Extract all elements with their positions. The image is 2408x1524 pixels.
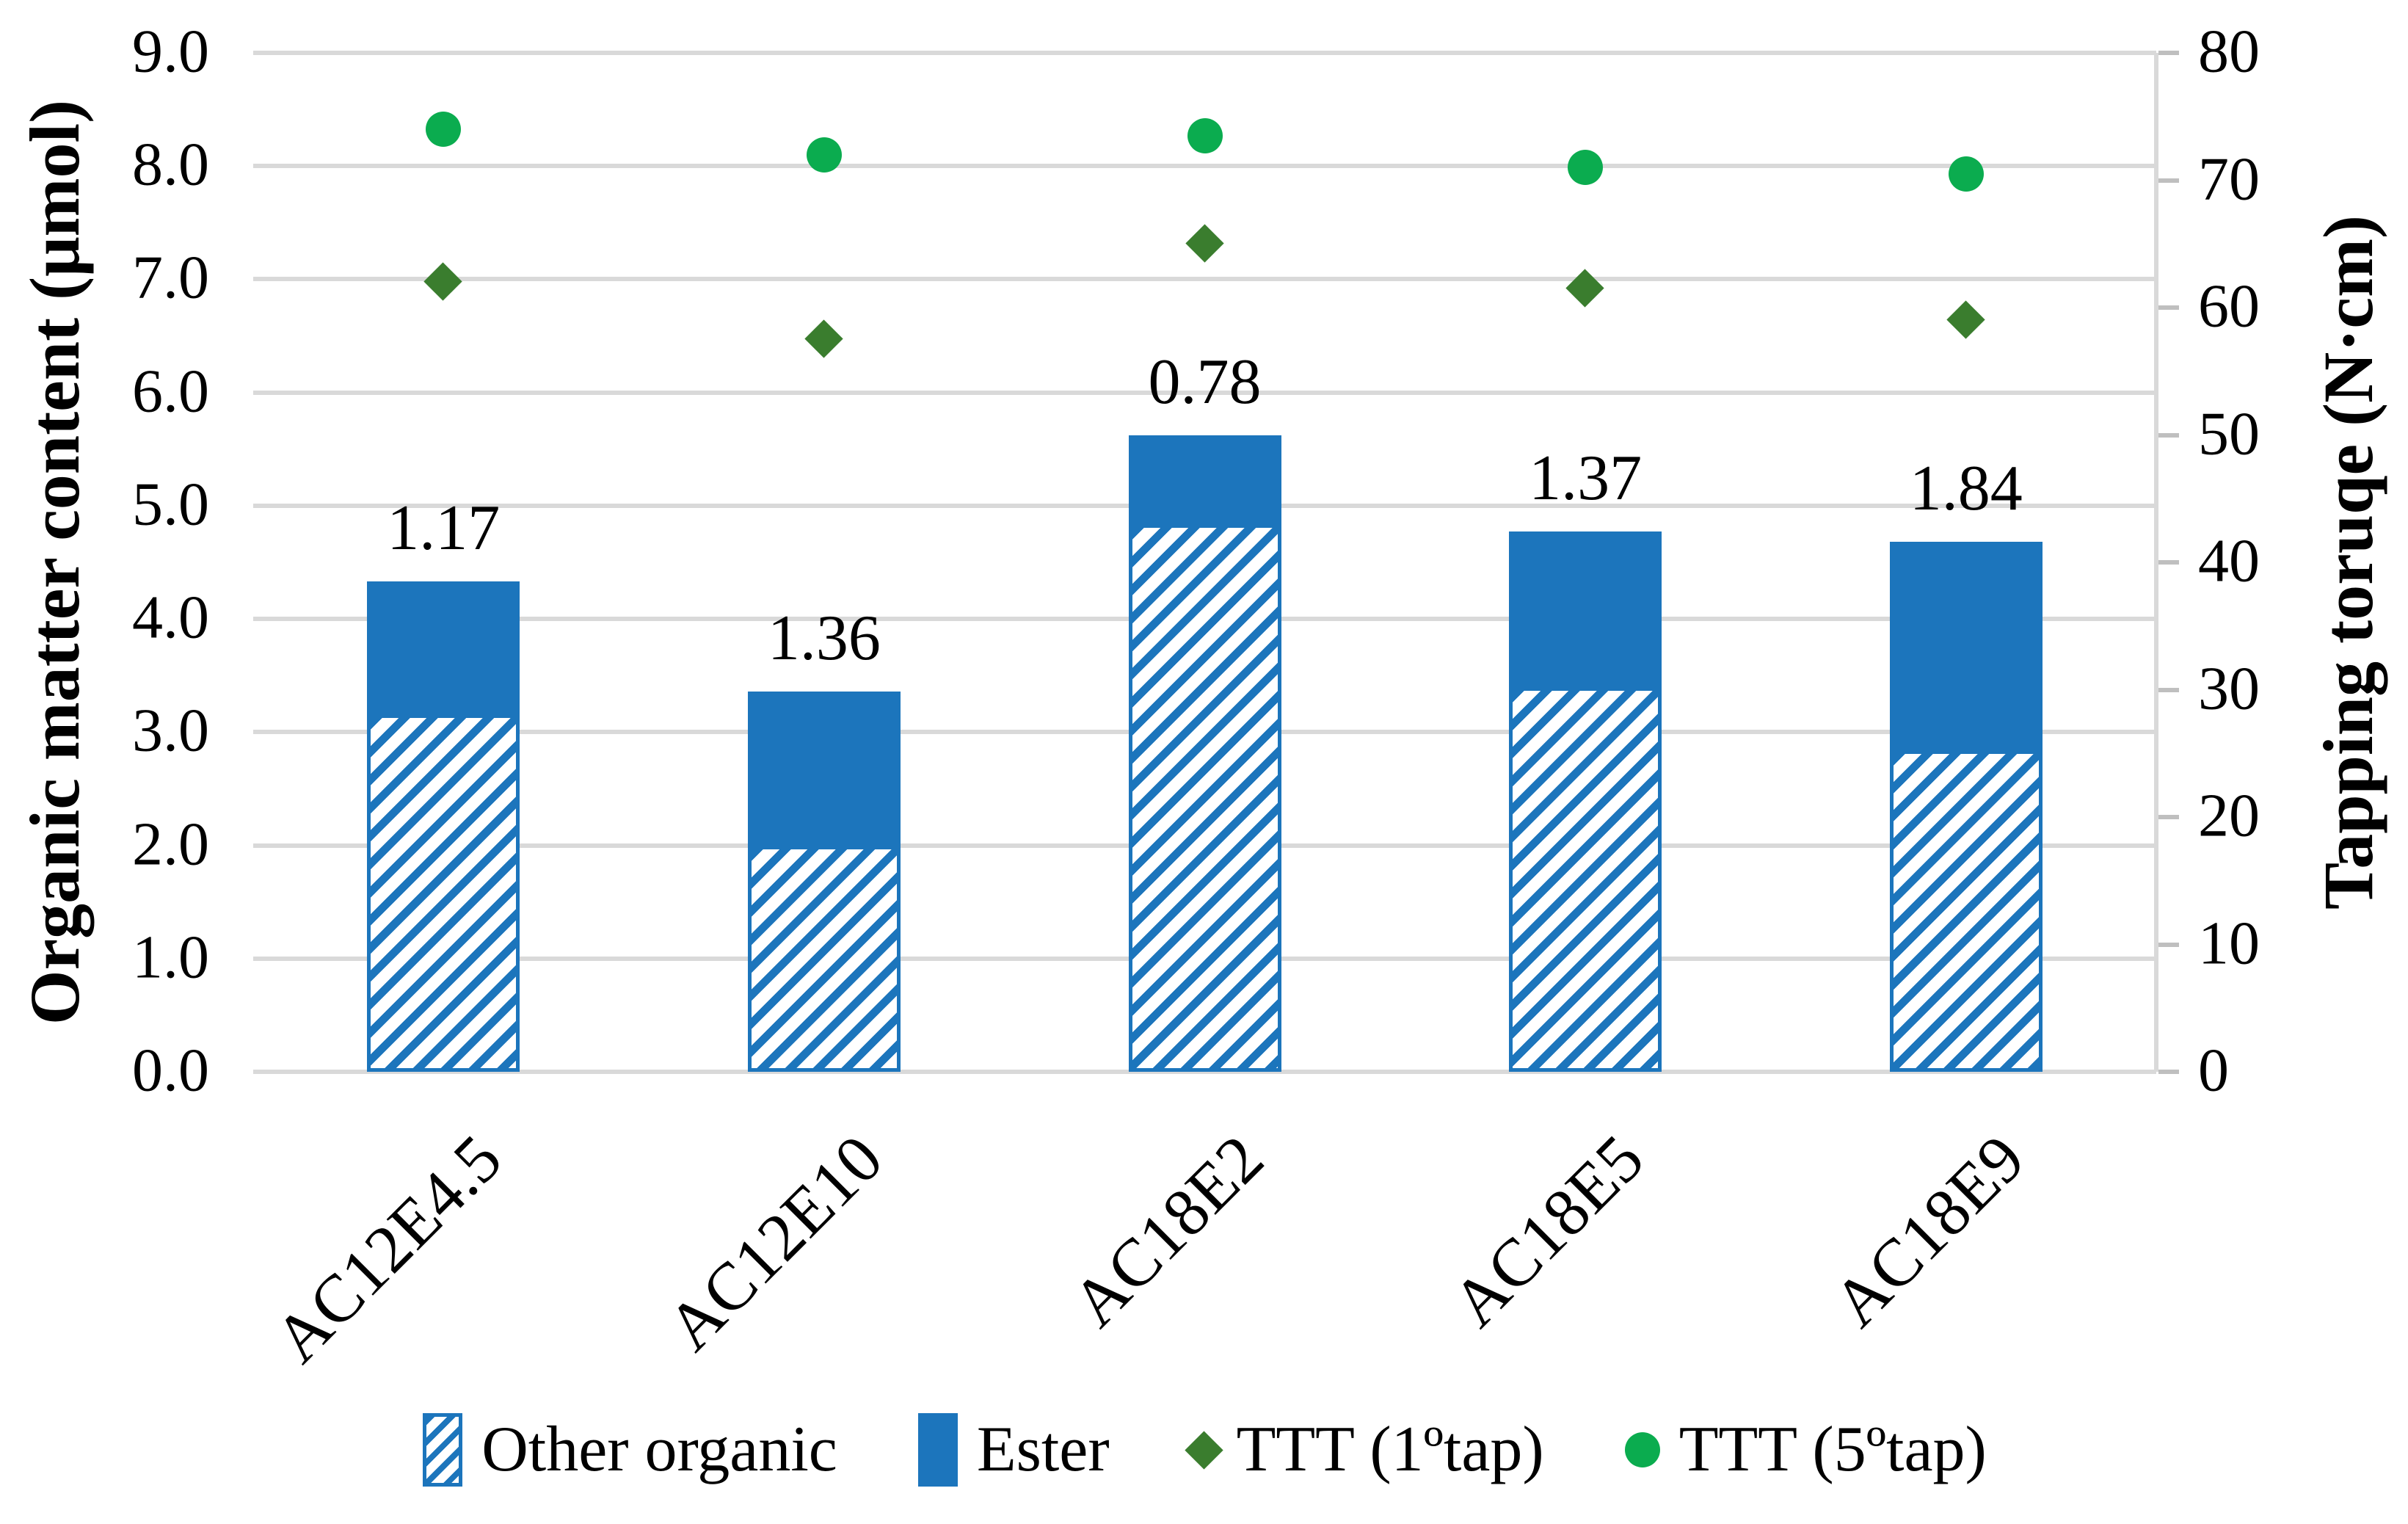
right-axis-tick-mark	[2158, 560, 2179, 565]
category-axis-label: AC12E4.5	[260, 1120, 516, 1377]
bar-segment-other-organic	[1509, 686, 1662, 1072]
ttt-5tap-circle-marker	[426, 112, 462, 148]
right-axis-tick-label: 40	[2198, 526, 2260, 595]
right-axis-tick-mark	[2158, 305, 2179, 310]
left-axis-tick-label: 7.0	[132, 243, 209, 312]
right-axis-tick-label: 20	[2198, 781, 2260, 850]
left-axis-tick-label: 8.0	[132, 130, 209, 199]
circle-marker-icon	[1624, 1432, 1660, 1467]
bar-segment-ester	[367, 581, 520, 714]
legend-item-ttt-1tap: TTT (1ºtap)	[1184, 1414, 1544, 1485]
gridline	[253, 277, 2156, 282]
bar-data-label: 0.78	[1148, 346, 1262, 418]
bar-data-label: 1.36	[767, 602, 881, 674]
left-axis-tick-label: 2.0	[132, 809, 209, 878]
ttt-5tap-circle-marker	[1187, 117, 1223, 153]
left-axis-tick-label: 6.0	[132, 356, 209, 425]
right-axis-tick-mark	[2158, 178, 2179, 183]
bar-data-label: 1.37	[1529, 443, 1643, 515]
legend-label: Ester	[976, 1414, 1110, 1485]
left-axis-title-box: Organic matter content (μmol)	[15, 53, 95, 1072]
legend-label: Other organic	[481, 1414, 837, 1485]
ttt-5tap-circle-marker	[1568, 150, 1604, 186]
legend-item-other-organic: Other organic	[423, 1413, 837, 1487]
bar-data-label: 1.84	[1909, 453, 2023, 525]
left-axis-tick-label: 0.0	[132, 1036, 209, 1105]
gridline	[253, 51, 2156, 55]
legend-item-ttt-5tap: TTT (5ºtap)	[1624, 1414, 1987, 1485]
category-axis-label: AC12E10	[652, 1120, 897, 1365]
legend: Other organic Ester TTT (1ºtap) TTT (5ºt…	[253, 1413, 2156, 1487]
bar-data-label: 1.17	[387, 493, 501, 565]
bar-segment-ester	[1889, 542, 2043, 751]
right-axis-tick-mark	[2158, 432, 2179, 438]
category-axis-label: AC18E9	[1818, 1120, 2039, 1341]
gridline	[253, 1070, 2156, 1074]
bar-segment-ester	[1128, 435, 1281, 524]
right-axis-title-box: Tapping toruqe (N·cm)	[2294, 53, 2404, 1072]
ttt-5tap-circle-marker	[1948, 156, 1984, 192]
ttt-1tap-diamond-marker	[804, 319, 843, 359]
gridline	[253, 390, 2156, 395]
bar-segment-other-organic	[367, 714, 520, 1072]
right-axis-title: Tapping toruqe (N·cm)	[2309, 215, 2388, 910]
bar-segment-other-organic	[1128, 523, 1281, 1072]
legend-item-ester: Ester	[917, 1413, 1110, 1487]
hatched-swatch-icon	[423, 1413, 463, 1487]
ttt-1tap-diamond-marker	[1565, 269, 1604, 308]
solid-swatch-icon	[917, 1413, 958, 1487]
right-axis-tick-mark	[2158, 687, 2179, 692]
bar-segment-ester	[1509, 531, 1662, 687]
bar-segment-other-organic	[1889, 750, 2043, 1072]
legend-label: TTT (5ºtap)	[1678, 1414, 1987, 1485]
bar-segment-ester	[747, 691, 901, 846]
left-axis-tick-label: 1.0	[132, 923, 209, 992]
left-axis-tick-label: 9.0	[132, 17, 209, 86]
right-axis-line	[2154, 53, 2158, 1072]
right-axis-tick-label: 0	[2198, 1036, 2229, 1105]
ttt-5tap-circle-marker	[806, 137, 842, 173]
gridline	[253, 164, 2156, 169]
right-axis-tick-label: 30	[2198, 653, 2260, 722]
right-axis-tick-label: 50	[2198, 399, 2260, 468]
left-axis-tick-label: 3.0	[132, 696, 209, 765]
right-axis-tick-label: 70	[2198, 144, 2260, 213]
ttt-1tap-diamond-marker	[423, 262, 462, 301]
bar-segment-other-organic	[747, 845, 901, 1072]
right-axis-tick-label: 80	[2198, 17, 2260, 86]
right-axis-tick-label: 60	[2198, 272, 2260, 341]
left-axis-tick-label: 5.0	[132, 470, 209, 539]
diamond-marker-icon	[1184, 1430, 1223, 1470]
category-axis-label: AC18E5	[1437, 1120, 1658, 1341]
left-axis-title: Organic matter content (μmol)	[15, 99, 94, 1026]
left-axis-tick-label: 4.0	[132, 583, 209, 652]
ttt-1tap-diamond-marker	[1185, 224, 1224, 263]
right-axis-tick-mark	[2158, 815, 2179, 819]
category-axis-label: AC18E2	[1057, 1120, 1278, 1341]
right-axis-tick-mark	[2158, 942, 2179, 947]
right-axis-tick-mark	[2158, 1070, 2179, 1074]
legend-label: TTT (1ºtap)	[1236, 1414, 1544, 1485]
right-axis-tick-label: 10	[2198, 908, 2260, 977]
right-axis-tick-mark	[2158, 51, 2179, 55]
ttt-1tap-diamond-marker	[1946, 300, 1985, 340]
plot-area: 1.17 1.36 0.78 1.37 1.84	[253, 51, 2179, 1074]
